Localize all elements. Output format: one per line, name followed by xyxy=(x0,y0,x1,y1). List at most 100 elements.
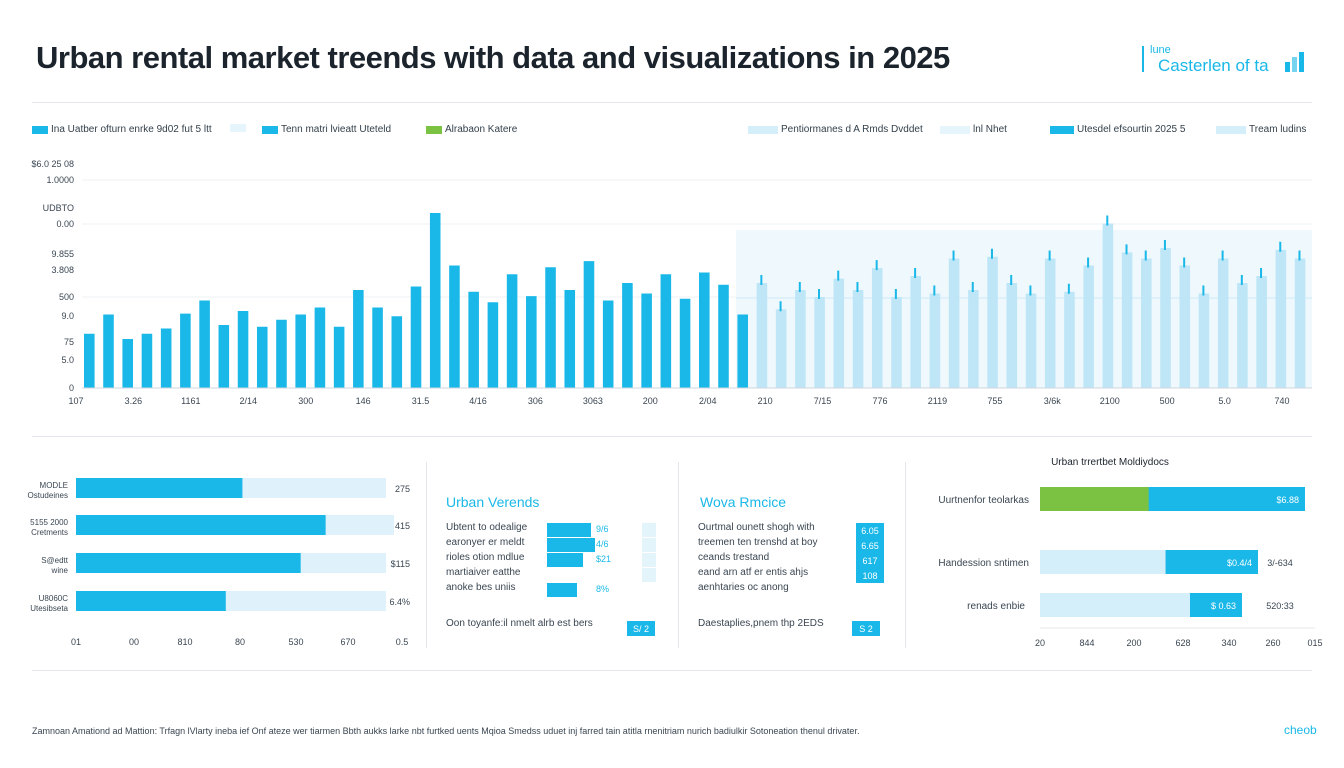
bar xyxy=(871,268,883,388)
bar xyxy=(372,307,383,388)
x-tick-label: 31.5 xyxy=(412,396,430,406)
bar-marker xyxy=(1067,283,1070,294)
bar-marker xyxy=(1221,250,1224,261)
bar-marker xyxy=(760,275,763,285)
bar-marker xyxy=(1183,257,1186,268)
metric-tag: 6.65 xyxy=(856,538,884,553)
right-hbar-chart: Urban trrertbet Moldiydocs Uurtnenfor teo… xyxy=(938,457,1322,648)
value-label: $115 xyxy=(391,559,410,569)
metric-bar xyxy=(547,523,591,537)
bar-marker xyxy=(914,268,917,278)
x-tick-label: 015 xyxy=(1307,638,1322,648)
bar xyxy=(276,319,287,388)
legend-item: Utesdel efsourtin 2025 5 xyxy=(1050,124,1185,135)
bar xyxy=(891,297,902,388)
bar-marker xyxy=(933,285,936,296)
footer-divider xyxy=(32,670,1312,671)
x-tick-label: 80 xyxy=(235,637,245,647)
bar xyxy=(295,314,306,388)
panel-footer-tag: S/ 2 xyxy=(627,621,655,636)
category-label: Utesibseta xyxy=(30,604,68,613)
x-tick-label: 628 xyxy=(1175,638,1190,648)
x-tick-label: 210 xyxy=(758,396,773,406)
bar xyxy=(814,297,825,388)
metric-value: 9/6 xyxy=(596,524,609,534)
bar-marker xyxy=(1260,268,1263,278)
bar xyxy=(84,333,95,388)
bar-segment xyxy=(1040,487,1149,511)
bar xyxy=(256,326,268,388)
metric-box xyxy=(642,523,656,537)
metric-bar xyxy=(547,583,577,597)
bar xyxy=(1160,248,1171,388)
header-divider xyxy=(32,102,1312,103)
bar xyxy=(1237,283,1248,388)
x-tick-label: 3.26 xyxy=(125,396,143,406)
category-label: wine xyxy=(51,566,69,575)
x-tick-label: 530 xyxy=(288,637,303,647)
bar xyxy=(237,311,249,388)
x-tick-label: 3063 xyxy=(583,396,603,406)
legend-item: Tenn matri lvieatt Uteteld xyxy=(262,124,391,135)
bar xyxy=(487,302,499,388)
value-label: $6.88 xyxy=(1276,495,1299,505)
metric-tag: 108 xyxy=(856,568,884,583)
section-divider xyxy=(32,436,1312,437)
bar xyxy=(1294,258,1306,388)
bar xyxy=(449,265,460,388)
x-tick-label: 2/04 xyxy=(699,396,717,406)
bar xyxy=(1165,550,1258,574)
bar xyxy=(1189,593,1242,617)
category-label: Ostudeines xyxy=(28,491,68,500)
legend-item: Alrabaon Katere xyxy=(426,124,517,135)
bar xyxy=(775,309,787,388)
bar xyxy=(76,515,326,535)
metric-label: eand arn atf er entis ahjs xyxy=(698,567,809,578)
bar-marker xyxy=(798,282,801,292)
bar-marker xyxy=(1163,240,1166,250)
x-tick-label: 740 xyxy=(1274,396,1289,406)
x-tick-label: 0.5 xyxy=(396,637,409,647)
bar-marker xyxy=(1279,241,1282,252)
bar-marker xyxy=(1048,250,1051,261)
value-label: $ 0.63 xyxy=(1211,601,1236,611)
x-tick-label: 776 xyxy=(872,396,887,406)
y-tick-label: 9.0 xyxy=(61,311,74,321)
x-tick-label: 3/6k xyxy=(1044,396,1062,406)
x-tick-label: 2100 xyxy=(1100,396,1120,406)
bar xyxy=(410,286,422,388)
bar-marker xyxy=(875,260,878,271)
bar xyxy=(1141,258,1152,388)
x-tick-label: 7/15 xyxy=(814,396,832,406)
x-tick-label: 146 xyxy=(356,396,371,406)
y-tick-label: 3.808 xyxy=(51,265,74,275)
x-tick-label: 500 xyxy=(1160,396,1175,406)
legend-item: Pentiormanes d A Rmds Dvddet xyxy=(748,124,923,135)
panel-footer-tag: S 2 xyxy=(852,621,880,636)
value-label: 6.4% xyxy=(389,597,410,607)
bar xyxy=(1083,265,1094,388)
brand-logo: lune Casterlen of ta xyxy=(1142,44,1312,76)
y-tick-label: 5.0 xyxy=(61,355,74,365)
bar xyxy=(76,478,243,498)
x-tick-label: 200 xyxy=(1126,638,1141,648)
bar-marker xyxy=(1202,285,1205,296)
value-label: 415 xyxy=(395,521,410,531)
x-tick-label: 01 xyxy=(71,637,81,647)
footer-brand: cheob xyxy=(1284,723,1317,737)
y-tick-label: 0.00 xyxy=(56,219,74,229)
bar xyxy=(468,291,479,388)
category-label: Uurtnenfor teolarkas xyxy=(938,495,1029,506)
y-tick-label: $6.0 25 08 xyxy=(31,159,74,169)
y-tick-label: 75 xyxy=(64,337,74,347)
x-tick-label: 1161 xyxy=(181,396,200,406)
main-bar-chart: $6.0 25 08 1.0000 UDBTO 0.00 9.855 3.808 500 9.… xyxy=(31,159,1312,406)
x-tick-label: 300 xyxy=(298,396,313,406)
bar xyxy=(122,339,134,388)
category-label: Handession sntimen xyxy=(938,558,1029,569)
legend-item xyxy=(230,124,249,132)
bar xyxy=(602,300,614,388)
metric-label: Ubtent to odealige xyxy=(446,522,528,533)
metric-box xyxy=(642,568,656,582)
